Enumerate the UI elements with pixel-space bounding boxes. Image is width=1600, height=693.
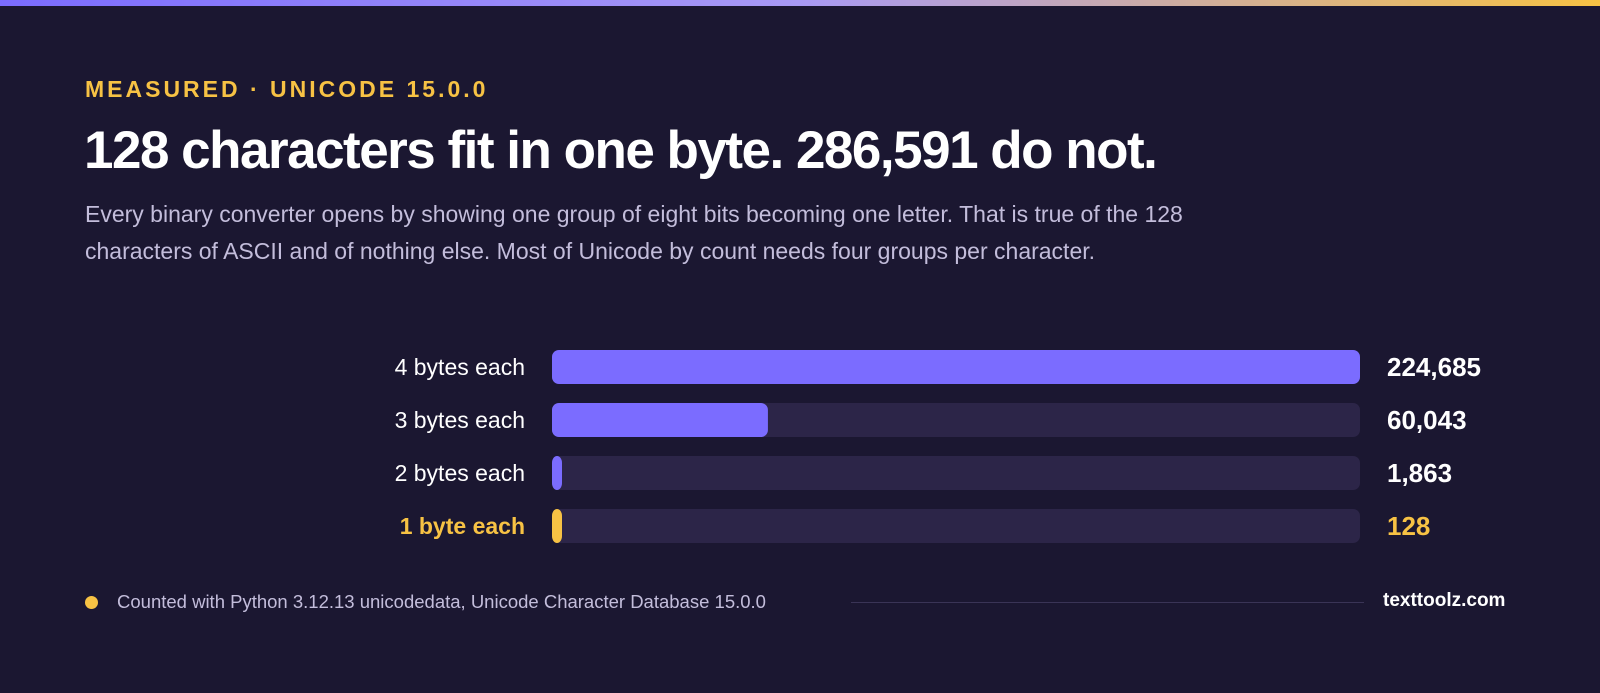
bar: [552, 456, 562, 490]
kicker-label: MEASURED · UNICODE 15.0.0: [85, 76, 489, 102]
value-label: 60,043: [1387, 405, 1467, 435]
bar-chart: 4 bytes each 224,685 3 bytes each 60,043 2 b…: [395, 350, 1481, 543]
page-title: 128 characters fit in one byte. 286,591 …: [84, 121, 1158, 180]
category-label: 3 bytes each: [395, 407, 525, 433]
value-label: 224,685: [1387, 352, 1481, 382]
value-label: 1,863: [1387, 458, 1452, 488]
footer-brand-link[interactable]: texttoolz.com: [1383, 590, 1506, 611]
footer-source-note: Counted with Python 3.12.13 unicodedata,…: [117, 591, 766, 612]
value-label: 128: [1387, 511, 1430, 541]
lede-paragraph: Every binary converter opens by showing …: [85, 201, 1183, 264]
bar-track: [552, 456, 1360, 490]
footer-bullet-icon: [85, 596, 98, 609]
bar-track: [552, 509, 1360, 543]
category-label: 4 bytes each: [395, 354, 525, 380]
bar: [552, 350, 1360, 384]
accent-gradient-bar: [0, 0, 1600, 6]
category-label: 1 byte each: [400, 513, 525, 539]
category-label: 2 bytes each: [395, 460, 525, 486]
footer-divider: [851, 602, 1364, 603]
bar: [552, 509, 562, 543]
bar: [552, 403, 768, 437]
